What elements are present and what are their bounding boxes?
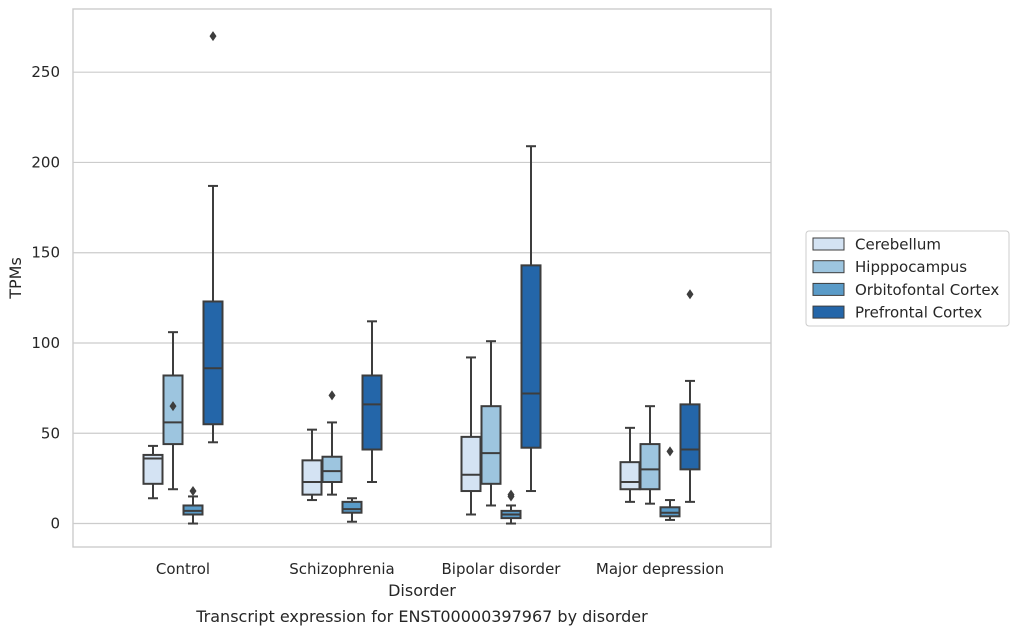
y-tick-label: 50 — [41, 424, 60, 442]
box-1-3 — [639, 405, 661, 505]
box-2-3 — [659, 446, 681, 521]
plot-frame — [72, 8, 772, 548]
box-2-0 — [182, 486, 204, 525]
chart-caption: Transcript expression for ENST0000039796… — [195, 607, 648, 626]
y-tick-label: 150 — [31, 244, 60, 262]
box-2-2 — [500, 489, 522, 525]
box-body — [361, 374, 383, 451]
box-body — [639, 443, 661, 491]
legend-frame — [805, 230, 1010, 327]
box-body — [679, 403, 701, 471]
outlier-point — [328, 390, 336, 401]
box-body — [480, 405, 502, 485]
box-body — [321, 455, 343, 484]
box-2-1 — [341, 497, 363, 523]
legend-label: Orbitofontal Cortex — [855, 281, 999, 299]
x-tick-label: Control — [156, 560, 210, 578]
y-axis-label: TPMs — [6, 257, 25, 300]
box-0-0 — [142, 444, 164, 500]
y-tick-labels: 0 50 100 150 200 250 — [31, 63, 60, 532]
box-1-0 — [162, 331, 184, 491]
outlier-point — [686, 289, 694, 300]
legend-label: Hipppocampus — [855, 258, 967, 276]
box-body — [301, 459, 323, 496]
grid-lines — [73, 71, 771, 525]
box-3-2 — [520, 145, 542, 493]
box-body — [460, 435, 482, 493]
legend: Cerebellum Hipppocampus Orbitofontal Corte… — [805, 230, 1010, 327]
box-1-2 — [480, 340, 502, 507]
outlier-point — [189, 486, 197, 497]
legend-label: Cerebellum — [855, 236, 941, 254]
x-tick-labels: Control Schizophrenia Bipolar disorder Majo… — [156, 560, 724, 578]
box-body — [619, 461, 641, 491]
outlier-point — [169, 401, 177, 412]
legend-swatch — [812, 282, 845, 296]
outlier-point — [507, 489, 515, 500]
x-axis-label: Disorder — [388, 581, 456, 600]
y-tick-label: 200 — [31, 153, 60, 171]
box-body — [341, 500, 363, 514]
outlier-point — [209, 31, 217, 42]
y-tick-label: 0 — [50, 515, 60, 533]
box-1-1 — [321, 390, 343, 496]
x-tick-label: Bipolar disorder — [442, 560, 562, 578]
box-0-3 — [619, 426, 641, 503]
legend-swatch — [812, 237, 845, 251]
box-groups — [142, 31, 701, 525]
legend-swatch — [812, 260, 845, 274]
outlier-point — [666, 446, 674, 457]
box-3-3 — [679, 289, 701, 503]
box-0-1 — [301, 428, 323, 502]
y-tick-label: 250 — [31, 63, 60, 81]
box-0-2 — [460, 356, 482, 516]
box-body — [142, 453, 164, 485]
x-tick-label: Schizophrenia — [289, 560, 394, 578]
box-3-0 — [202, 31, 224, 444]
box-body — [202, 300, 224, 426]
box-body — [520, 264, 542, 449]
y-tick-label: 100 — [31, 334, 60, 352]
legend-label: Prefrontal Cortex — [855, 304, 982, 322]
box-3-1 — [361, 320, 383, 484]
legend-swatch — [812, 305, 845, 319]
x-tick-label: Major depression — [596, 560, 724, 578]
